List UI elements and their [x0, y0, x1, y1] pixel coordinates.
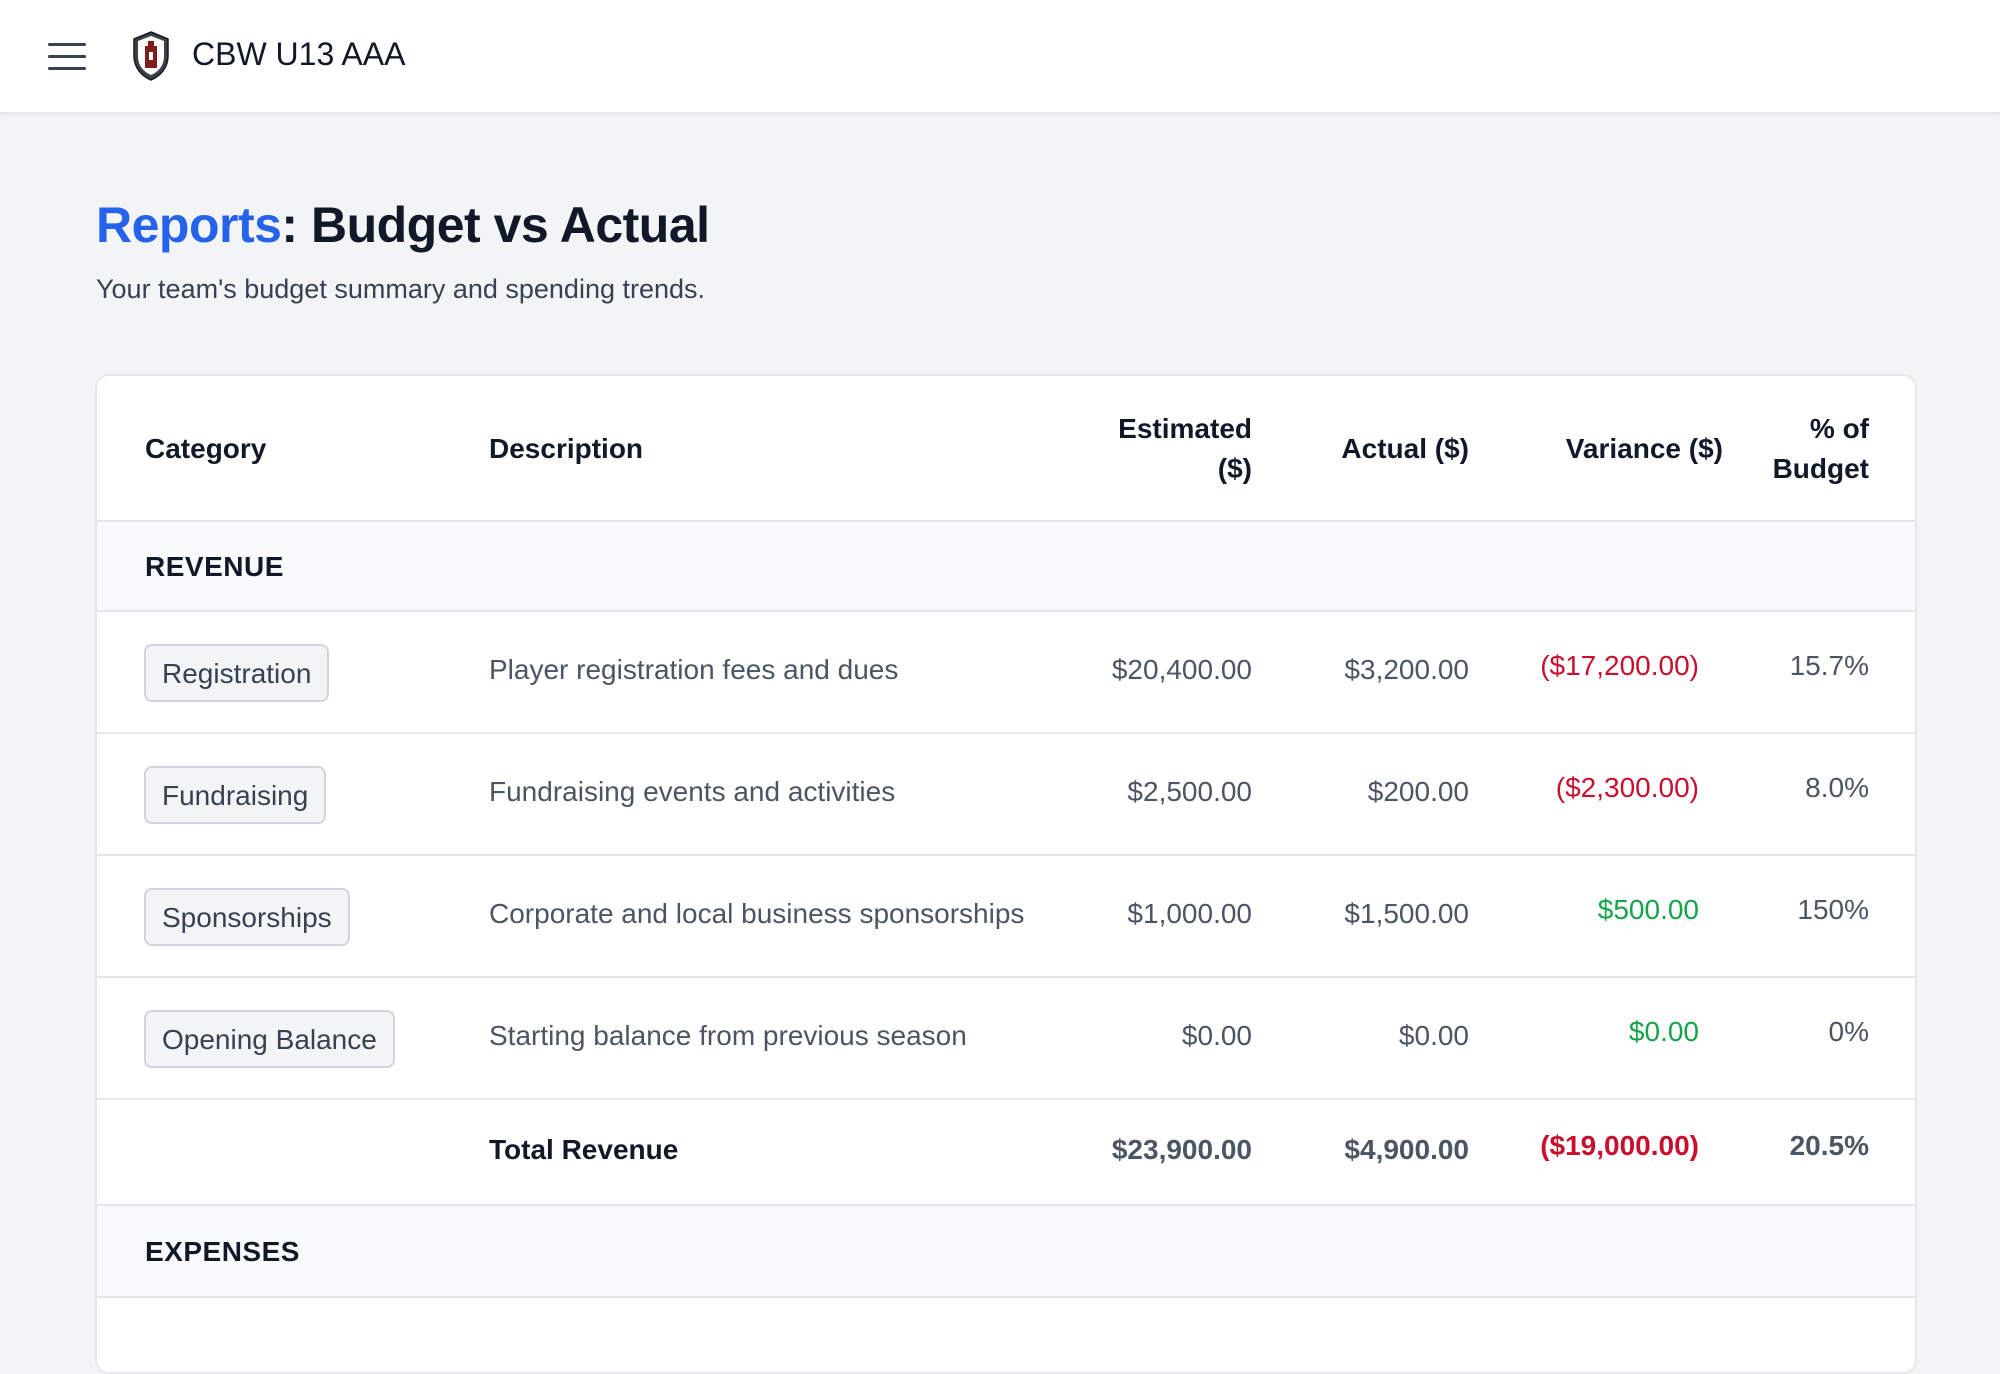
row-description: Corporate and local business sponsorship…	[489, 898, 1025, 929]
column-header-description: Description	[489, 433, 644, 464]
row-variance: ($17,200.00)	[1540, 650, 1699, 681]
table-row: Sponsorships Corporate and local busines…	[97, 856, 1915, 978]
section-header-revenue: REVENUE	[97, 522, 1915, 612]
budget-table-card: Category Description Estimated ($) Actua…	[95, 374, 1917, 1374]
row-estimated: $1,000.00	[1127, 898, 1252, 929]
row-estimated: $20,400.00	[1111, 654, 1252, 685]
page-title: Reports: Budget vs Actual	[96, 196, 710, 254]
category-tag-fundraising[interactable]: Fundraising	[144, 766, 327, 824]
column-header-category: Category	[145, 433, 267, 464]
column-header-actual: Actual ($)	[1341, 433, 1469, 464]
column-header-estimated-line2: ($)	[1217, 453, 1252, 484]
team-name[interactable]: CBW U13 AAA	[192, 36, 406, 72]
total-actual: $4,900.00	[1344, 1134, 1469, 1165]
column-header-estimated-line1: Estimated	[1118, 413, 1252, 444]
column-header-percent-line1: % of	[1809, 413, 1869, 444]
column-header-percent-of-budget: % of Budget	[1773, 409, 1869, 489]
column-header-percent-line2: Budget	[1772, 453, 1869, 484]
row-estimated: $0.00	[1181, 1020, 1252, 1051]
total-estimated: $23,900.00	[1111, 1134, 1252, 1165]
row-actual: $1,500.00	[1344, 898, 1469, 929]
table-row: Opening Balance Starting balance from pr…	[97, 978, 1915, 1100]
table-row: Registration Player registration fees an…	[97, 612, 1915, 734]
category-tag-opening-balance[interactable]: Opening Balance	[144, 1010, 395, 1068]
section-label-revenue: REVENUE	[145, 551, 284, 582]
section-label-expenses: EXPENSES	[145, 1236, 300, 1267]
top-app-bar: CBW U13 AAA	[0, 0, 2000, 112]
row-percent: 150%	[1797, 894, 1869, 925]
total-revenue-label: Total Revenue	[489, 1134, 679, 1165]
hamburger-menu-icon[interactable]	[48, 36, 96, 76]
table-row: Fundraising Fundraising events and activ…	[97, 734, 1915, 856]
row-variance: $0.00	[1628, 1016, 1699, 1047]
page-title-text: Budget vs Actual	[310, 197, 710, 253]
page-subtitle: Your team's budget summary and spending …	[96, 274, 706, 304]
row-actual: $200.00	[1367, 776, 1469, 807]
row-percent: 0%	[1828, 1016, 1869, 1047]
row-variance: ($2,300.00)	[1555, 772, 1699, 803]
total-percent: 20.5%	[1789, 1130, 1869, 1161]
row-percent: 15.7%	[1789, 650, 1869, 681]
row-description: Player registration fees and dues	[489, 654, 899, 685]
row-actual: $0.00	[1398, 1020, 1469, 1051]
category-tag-sponsorships[interactable]: Sponsorships	[144, 888, 350, 946]
total-revenue-row: Total Revenue $23,900.00 $4,900.00 ($19,…	[97, 1100, 1915, 1206]
column-header-variance: Variance ($)	[1565, 433, 1723, 464]
row-actual: $3,200.00	[1344, 654, 1469, 685]
row-estimated: $2,500.00	[1127, 776, 1252, 807]
team-logo-shield-icon	[133, 31, 169, 81]
category-tag-registration[interactable]: Registration	[144, 644, 330, 702]
row-description: Fundraising events and activities	[489, 776, 896, 807]
total-variance: ($19,000.00)	[1540, 1130, 1699, 1161]
row-description: Starting balance from previous season	[489, 1020, 967, 1051]
row-variance: $500.00	[1597, 894, 1699, 925]
row-percent: 8.0%	[1805, 772, 1869, 803]
column-header-estimated: Estimated ($)	[1118, 409, 1252, 489]
breadcrumb-separator: :	[281, 197, 298, 253]
section-header-expenses: EXPENSES	[97, 1206, 1915, 1298]
table-header-row: Category Description Estimated ($) Actua…	[97, 376, 1915, 522]
breadcrumb-reports-link[interactable]: Reports	[96, 197, 282, 253]
